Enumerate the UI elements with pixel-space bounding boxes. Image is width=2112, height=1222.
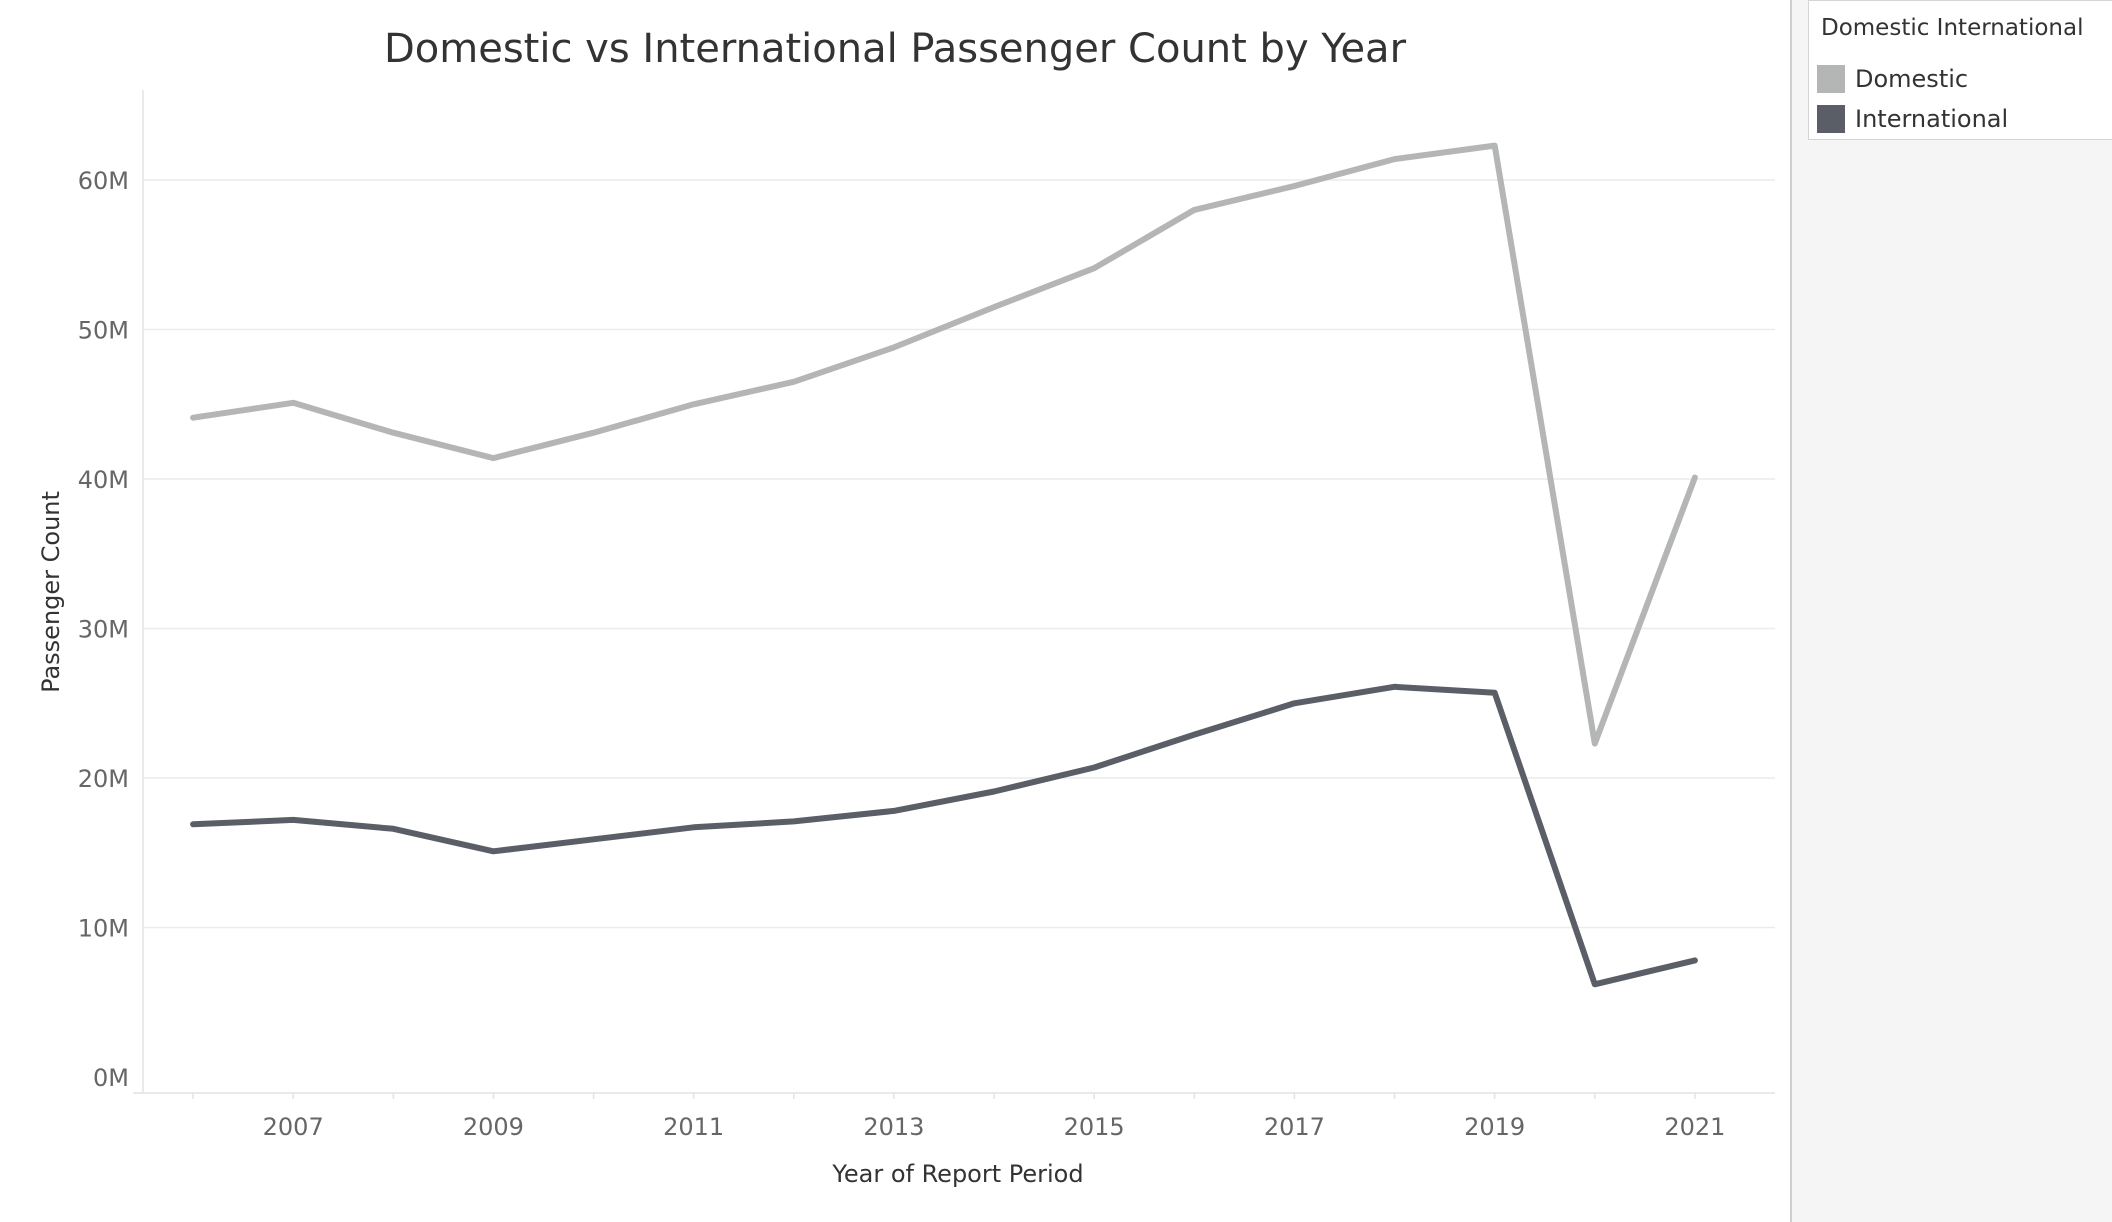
x-tick-label: 2015 bbox=[1064, 1113, 1125, 1141]
series-lines bbox=[190, 142, 1698, 988]
legend-label-domestic: Domestic bbox=[1855, 65, 1969, 93]
chart-title: Domestic vs International Passenger Coun… bbox=[384, 26, 1407, 72]
chart-pane: Domestic vs International Passenger Coun… bbox=[37, 26, 1775, 1188]
y-tick-label: 50M bbox=[78, 317, 129, 345]
y-tick-label: 20M bbox=[78, 765, 129, 793]
x-tick-label: 2019 bbox=[1464, 1113, 1525, 1141]
x-axis-label: Year of Report Period bbox=[831, 1160, 1083, 1188]
legend-swatch-international bbox=[1817, 105, 1845, 133]
line-chart: Domestic vs International Passenger Coun… bbox=[37, 26, 1775, 1188]
legend-panel: Domestic International Domestic Internat… bbox=[1790, 0, 2112, 1222]
axes bbox=[133, 90, 1775, 1099]
gridlines bbox=[143, 179, 1775, 929]
y-tick-label: 10M bbox=[78, 915, 129, 943]
legend-item-domestic[interactable]: Domestic bbox=[1817, 63, 2112, 95]
x-axis-ticks: 2007 2009 2011 2013 2015 2017 2019 2021 bbox=[263, 1113, 1726, 1141]
x-tick-label: 2007 bbox=[263, 1113, 324, 1141]
x-tick-label: 2011 bbox=[663, 1113, 724, 1141]
series-line-international bbox=[190, 683, 1698, 988]
y-axis-label: Passenger Count bbox=[37, 491, 65, 693]
x-tick-label: 2017 bbox=[1264, 1113, 1325, 1141]
y-tick-label: 30M bbox=[78, 616, 129, 644]
y-tick-label: 40M bbox=[78, 466, 129, 494]
legend-title: Domestic International bbox=[1821, 15, 2084, 41]
x-tick-label: 2021 bbox=[1664, 1113, 1725, 1141]
x-tick-label: 2013 bbox=[863, 1113, 924, 1141]
legend: Domestic International Domestic Internat… bbox=[1808, 0, 2112, 140]
y-tick-label: 0M bbox=[93, 1064, 129, 1092]
x-tick-label: 2009 bbox=[463, 1113, 524, 1141]
legend-label-international: International bbox=[1855, 105, 2009, 133]
y-axis-ticks: 0M 10M 20M 30M 40M 50M 60M bbox=[78, 167, 129, 1092]
series-line-domestic bbox=[190, 142, 1698, 747]
y-tick-label: 60M bbox=[78, 167, 129, 195]
legend-item-international[interactable]: International bbox=[1817, 103, 2112, 135]
legend-swatch-domestic bbox=[1817, 65, 1845, 93]
